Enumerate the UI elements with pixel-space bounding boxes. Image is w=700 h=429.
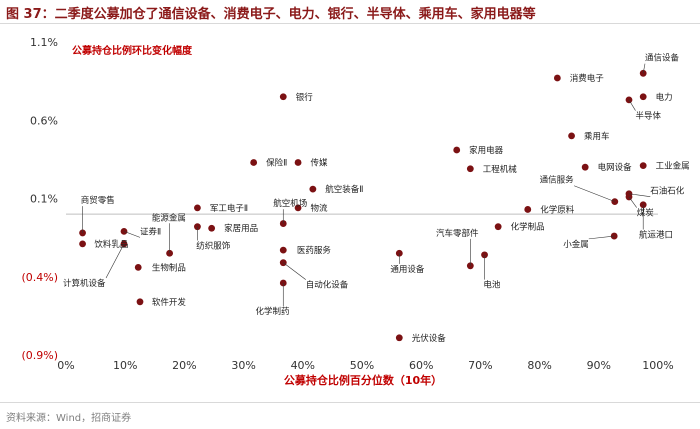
point-label: 家居用品 [224,223,258,234]
leader-line [105,243,125,279]
point-label: 电池 [483,280,501,291]
x-tick-label: 30% [231,359,255,372]
data-point [279,93,287,101]
point-label: 化学制品 [511,222,545,233]
data-point [309,185,317,193]
data-point [639,162,647,170]
data-point [79,240,86,248]
point-label: 小金属 [563,239,589,250]
point-label: 传媒 [310,158,328,169]
leader-line [283,262,306,280]
x-axis-label: 公募持仓比例百分位数（10年） [284,373,442,387]
point-label: 电力 [656,92,673,103]
x-tick-label: 70% [468,359,492,372]
data-point [134,263,142,271]
data-point [581,163,589,171]
point-label: 自动化设备 [306,280,349,291]
y-tick-label: 0.6% [30,114,58,127]
figure-title: 图 37：二季度公募加仓了通信设备、消费电子、电力、银行、半导体、乘用车、家用电… [6,7,536,22]
point-label: 工业金属 [656,161,690,172]
x-tick-label: 20% [172,359,196,372]
point-label: 消费电子 [570,73,605,84]
y-tick-label: 1.1% [30,36,58,49]
leader-line [588,235,615,240]
y-tick-label: (0.9%) [21,349,58,362]
point-label: 乘用车 [584,131,610,142]
data-point [494,223,502,231]
point-label: 航空装备Ⅱ [325,184,363,195]
point-label: 物流 [310,203,328,214]
leader-line [628,99,636,111]
leader-line [628,196,637,208]
data-point [625,96,633,104]
data-point [466,165,474,173]
source-note: 资料来源：Wind，招商证券 [6,413,132,424]
point-label: 通用设备 [390,264,425,275]
point-label: 饮料乳品 [94,239,128,250]
leader-line [642,63,646,74]
point-label: 能源金属 [152,212,186,223]
y-tick-label: 0.1% [30,193,58,206]
point-label: 证券Ⅱ [140,226,161,237]
point-label: 航空机场 [273,198,307,209]
point-label: 通信服务 [540,175,575,186]
x-tick-label: 80% [527,359,551,372]
leader-line [573,185,615,202]
leader-line [123,231,141,238]
data-point [553,74,561,82]
x-tick-label: 0% [57,359,74,372]
data-point [639,93,647,101]
point-label: 化学原料 [540,204,575,215]
data-point [294,204,302,212]
x-tick-label: 40% [291,359,315,372]
point-label: 通信设备 [645,53,680,64]
data-point [279,220,287,227]
point-label: 纺织服饰 [196,240,231,251]
point-label: 保险Ⅱ [266,158,287,169]
data-point [625,193,633,201]
leader-line [628,193,651,197]
point-label: 石油石化 [650,186,685,197]
point-label: 生物制品 [152,262,186,273]
data-point [136,298,144,306]
point-label: 电网设备 [598,162,633,173]
point-label: 航运港口 [639,229,673,240]
x-tick-label: 60% [409,359,433,372]
data-point [194,204,201,212]
data-point [208,224,216,232]
data-point [524,206,532,213]
figure-title-bar: 图 37：二季度公募加仓了通信设备、消费电子、电力、银行、半导体、乘用车、家用电… [0,0,700,24]
data-point [639,69,647,77]
point-label: 汽车零部件 [436,228,479,239]
scatter-chart: 0% 10% 20% 30% 40% 50% 60% 70% 80% 90% 100% 1.1% 0.6… [21,36,690,387]
data-point [466,262,474,270]
chart-title: 公募持仓比例环比变化幅度 [72,44,193,57]
point-label: 半导体 [636,111,662,122]
point-label: 医药服务 [297,245,332,256]
data-point [395,334,403,342]
point-label: 煤炭 [637,208,655,219]
point-label: 计算机设备 [63,278,106,289]
data-point [568,132,575,140]
point-label: 工程机械 [483,164,518,175]
x-tick-label: 50% [350,359,374,372]
point-label: 化学制药 [255,306,289,317]
point-label: 软件开发 [152,297,187,308]
point-label: 银行 [296,92,314,103]
point-label: 光伏设备 [412,333,447,344]
point-label: 商贸零售 [81,195,115,206]
data-point [250,159,258,166]
x-tick-label: 100% [642,359,673,372]
data-point [453,146,461,154]
data-point [294,159,302,166]
x-tick-label: 10% [113,359,137,372]
point-label: 家用电器 [469,145,504,156]
footer: 资料来源：Wind，招商证券 [0,402,700,429]
y-tick-label: (0.4%) [21,271,58,284]
data-point [279,246,287,254]
point-label: 军工电子Ⅱ [210,203,248,214]
x-tick-label: 90% [587,359,611,372]
